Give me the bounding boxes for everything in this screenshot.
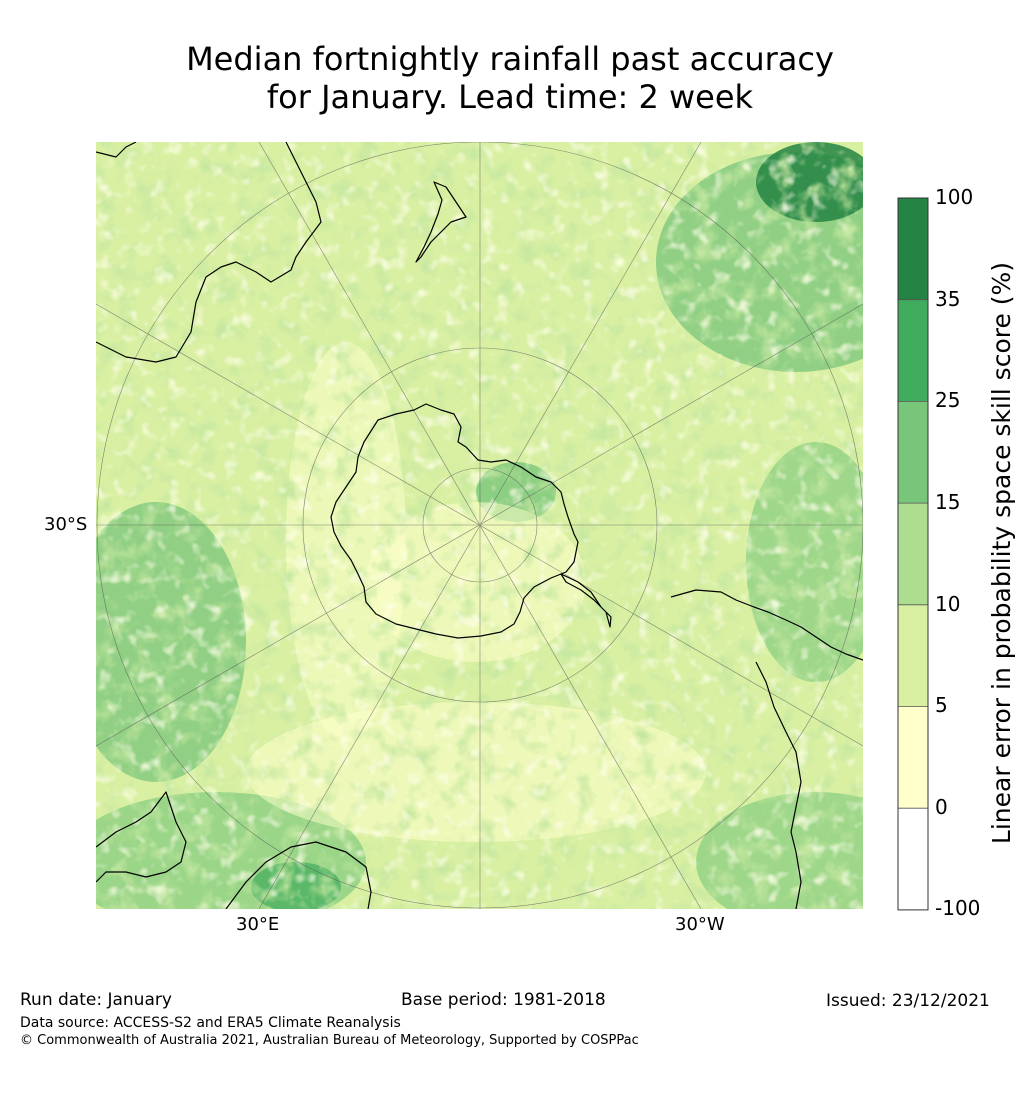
colorbar-frame: [897, 197, 929, 911]
colorbar-bin: [898, 299, 928, 402]
colorbar-axis-label: Linear error in probability space skill …: [987, 261, 1016, 845]
copyright-notice: © Commonwealth of Australia 2021, Austra…: [20, 1033, 639, 1048]
colorbar-tick-label: 25: [935, 388, 961, 412]
antarctic-peninsula-coastline: [560, 573, 612, 628]
polar-map: [96, 142, 863, 909]
colorbar-tick-label: 0: [935, 795, 948, 819]
colorbar-tick-label: 10: [935, 592, 961, 616]
colorbar-tick-label: 15: [935, 490, 961, 514]
latitude-label-30s: 30°S: [44, 514, 88, 535]
colorbar-bin: [898, 503, 928, 605]
meridian-line: [96, 303, 863, 747]
colorbar-bin: [898, 401, 928, 504]
africa-coastline: [96, 791, 187, 883]
colorbar-tick-label: 35: [935, 287, 961, 311]
australia-coastline: [96, 142, 322, 363]
base-period: Base period: 1981-2018: [401, 990, 606, 1010]
australia-coastline: [96, 142, 137, 158]
new-zealand-coastline: [415, 181, 467, 263]
colorbar-tick-label: -100: [935, 896, 981, 920]
data-source: Data source: ACCESS-S2 and ERA5 Climate …: [20, 1015, 401, 1031]
colorbar-tick-label: 100: [935, 185, 974, 209]
coastlines: [96, 142, 863, 909]
africa-coastline: [225, 841, 372, 909]
longitude-label-30w: 30°W: [675, 914, 725, 935]
skill-texture-yellow: [96, 142, 863, 909]
issued-date: Issued: 23/12/2021: [826, 991, 990, 1011]
graticule: [96, 142, 863, 909]
colorbar-tick-label: 5: [935, 693, 948, 717]
colorbar: [897, 197, 929, 911]
map-title-line-1: Median fortnightly rainfall past accurac…: [186, 40, 834, 78]
colorbar-bin: [898, 198, 928, 300]
south-america-coastline: [670, 589, 863, 661]
antarctica-coastline: [330, 403, 579, 639]
colorbar-bin: [898, 604, 928, 707]
south-america-coastline: [755, 661, 802, 909]
map-title-line-2: for January. Lead time: 2 week: [266, 78, 754, 116]
run-date: Run date: January: [20, 990, 172, 1010]
longitude-label-30e: 30°E: [236, 914, 280, 935]
colorbar-bin: [898, 706, 928, 809]
colorbar-bin: [898, 808, 928, 910]
